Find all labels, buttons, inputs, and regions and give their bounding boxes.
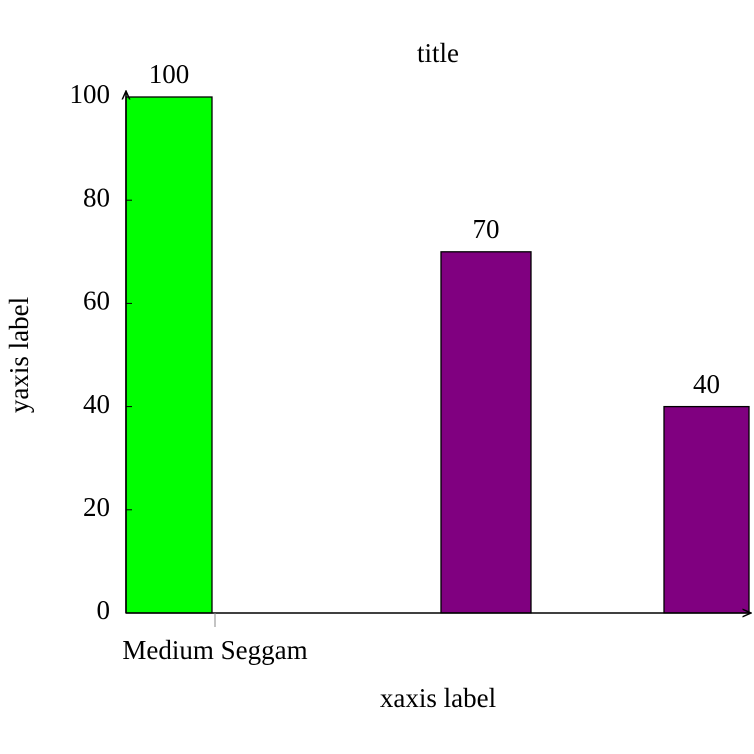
x-axis-label: xaxis label: [380, 683, 496, 713]
y-tick-label: 0: [97, 595, 111, 625]
value-label: 40: [693, 369, 720, 399]
value-label: 70: [473, 214, 500, 244]
y-tick-label: 40: [83, 389, 110, 419]
y-tick-label: 80: [83, 182, 110, 212]
bar: [440, 251, 532, 614]
y-tick-label: 20: [83, 492, 110, 522]
plot-area: [125, 96, 750, 614]
x-tick-label: Medium Seggam: [122, 635, 307, 665]
y-tick-label: 60: [83, 286, 110, 316]
bar: [125, 96, 213, 614]
y-tick-label: 100: [70, 79, 111, 109]
bar: [663, 405, 750, 614]
y-axis-label: yaxis label: [4, 297, 34, 413]
chart-title: title: [417, 38, 459, 68]
value-label: 100: [149, 59, 190, 89]
